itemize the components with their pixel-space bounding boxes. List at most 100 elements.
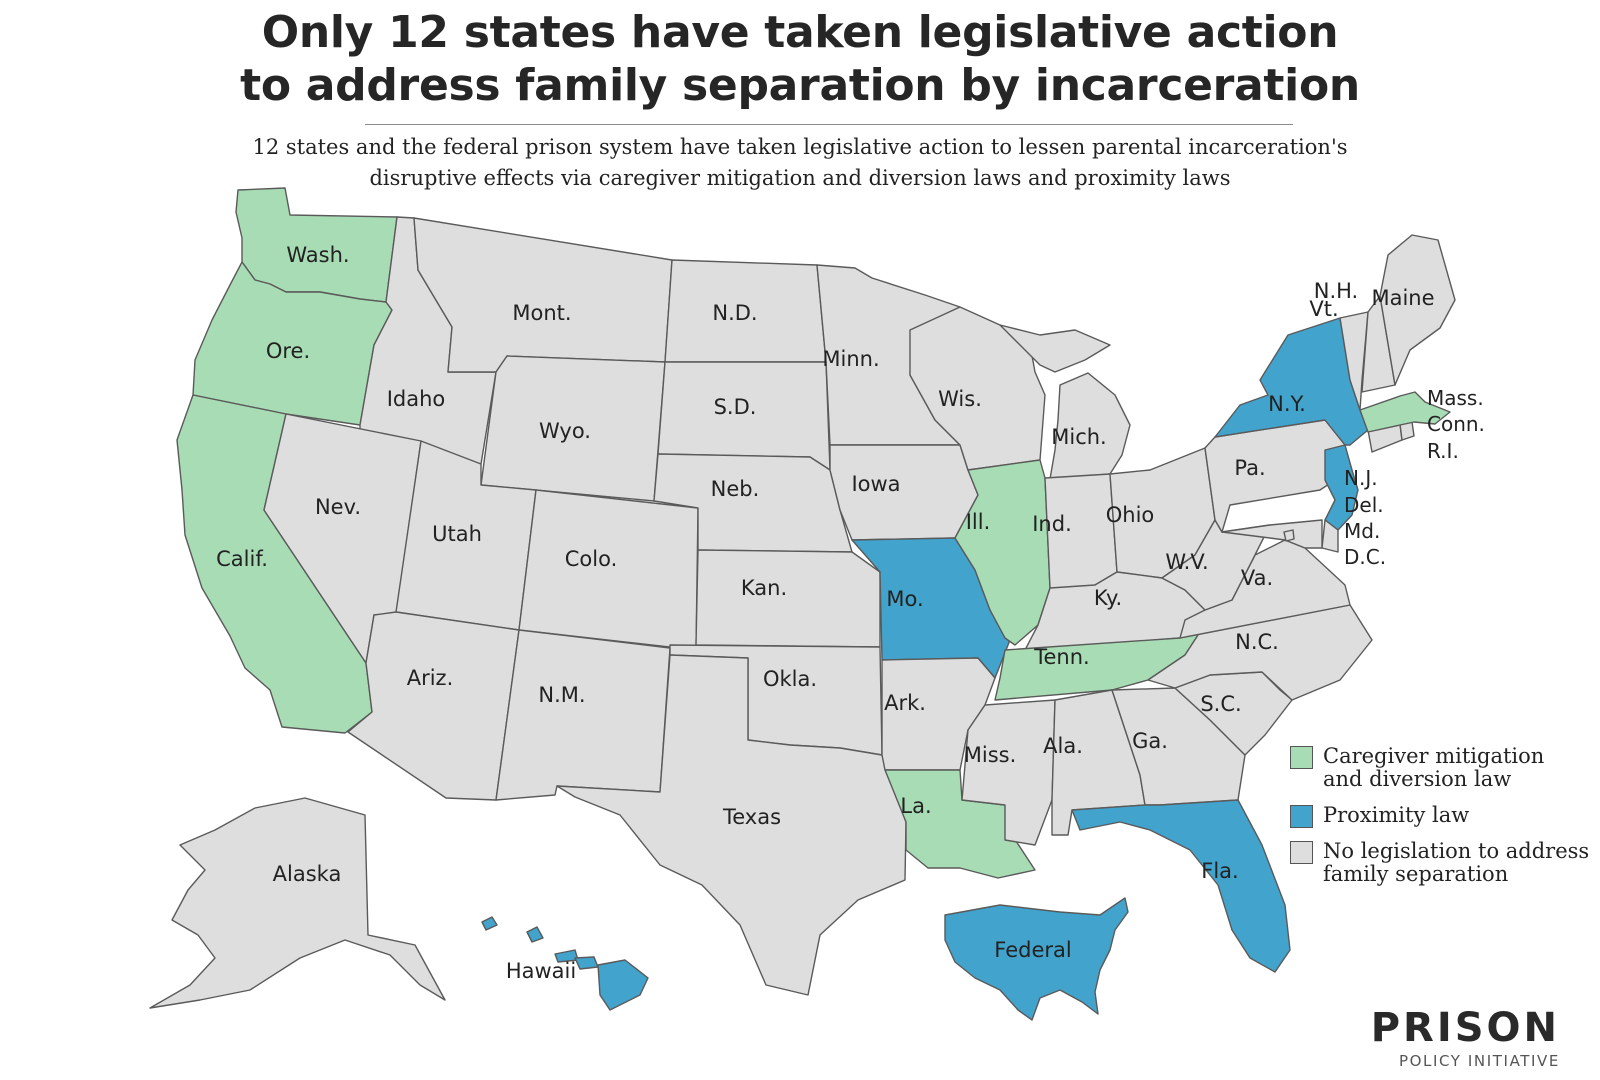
label-az: Ariz. <box>407 666 454 690</box>
label-wv: W.V. <box>1165 550 1208 574</box>
state-pa <box>1204 419 1346 533</box>
label-sc: S.C. <box>1200 692 1241 716</box>
label-nv: Nev. <box>315 495 361 519</box>
state-nm <box>495 629 671 801</box>
title-divider <box>365 124 1293 125</box>
label-me: Maine <box>1371 286 1434 310</box>
legend-swatch-caregiver <box>1290 746 1313 769</box>
label-co: Colo. <box>565 547 618 571</box>
subtitle: 12 states and the federal prison system … <box>0 132 1600 194</box>
label-wi: Wis. <box>938 387 982 411</box>
state-md <box>1221 519 1323 549</box>
label-pa: Pa. <box>1234 456 1265 480</box>
label-tx: Texas <box>722 805 781 829</box>
subtitle-line-2: disruptive effects via caregiver mitigat… <box>369 166 1231 190</box>
label-mi: Mich. <box>1051 425 1106 449</box>
label-ia: Iowa <box>851 472 900 496</box>
legend-swatch-none <box>1290 841 1313 864</box>
label-ne: Neb. <box>711 477 760 501</box>
label-ca: Calif. <box>216 547 268 571</box>
label-ok: Okla. <box>763 667 817 691</box>
label-wy: Wyo. <box>539 419 591 443</box>
label-ga: Ga. <box>1132 729 1168 753</box>
label-ky: Ky. <box>1094 586 1122 610</box>
legend-item-none: No legislation to address family separat… <box>1290 840 1590 886</box>
state-mi-up <box>999 324 1111 373</box>
state-nc <box>1147 604 1373 701</box>
label-ms: Miss. <box>964 743 1017 767</box>
legend-swatch-proximity <box>1290 805 1313 828</box>
state-dc <box>1283 529 1295 542</box>
state-me <box>1379 234 1456 386</box>
state-wi <box>909 306 1046 471</box>
state-la <box>884 769 1036 879</box>
label-wa: Wash. <box>286 243 349 267</box>
subtitle-line-1: 12 states and the federal prison system … <box>252 135 1348 159</box>
label-oh: Ohio <box>1106 503 1155 527</box>
legend: Caregiver mitigation and diversion law P… <box>1290 745 1590 899</box>
label-dc: D.C. <box>1344 545 1386 569</box>
state-ak <box>149 797 446 1009</box>
label-ma: Mass. <box>1427 386 1484 410</box>
label-va: Va. <box>1241 566 1273 590</box>
label-nm: N.M. <box>538 683 585 707</box>
state-federal <box>944 897 1129 1021</box>
state-tx <box>556 654 907 996</box>
title-block: Only 12 states have taken legislative ac… <box>0 6 1600 112</box>
state-az <box>347 611 520 801</box>
label-de: Del. <box>1344 493 1384 517</box>
legend-item-caregiver: Caregiver mitigation and diversion law <box>1290 745 1590 791</box>
label-federal: Federal <box>994 938 1071 962</box>
state-ks <box>695 549 881 648</box>
label-or: Ore. <box>266 339 310 363</box>
label-ut: Utah <box>432 522 482 546</box>
prison-policy-initiative-logo: PRISON POLICY INITIATIVE <box>1370 1008 1560 1070</box>
state-hi-5 <box>597 959 649 1011</box>
state-vt <box>1339 311 1369 411</box>
label-ks: Kan. <box>741 576 787 600</box>
label-mo: Mo. <box>886 587 923 611</box>
state-hi-2 <box>526 926 544 943</box>
logo-wordmark: PRISON <box>1370 1005 1560 1051</box>
label-nh: N.H. <box>1314 279 1358 303</box>
label-ar: Ark. <box>884 691 926 715</box>
label-md: Md. <box>1344 519 1380 543</box>
label-tn: Tenn. <box>1033 645 1089 669</box>
page-title-line-1: Only 12 states have taken legislative ac… <box>261 7 1339 58</box>
label-fl: Fla. <box>1201 859 1238 883</box>
logo-subtitle: POLICY INITIATIVE <box>1398 1052 1560 1070</box>
label-hi: Hawaii <box>506 959 576 983</box>
label-il: Ill. <box>966 510 991 534</box>
state-de <box>1321 519 1339 553</box>
legend-label-proximity: Proximity law <box>1323 803 1470 827</box>
label-vt: Vt. <box>1309 297 1338 321</box>
label-ny: N.Y. <box>1268 392 1306 416</box>
label-ct: Conn. <box>1427 412 1485 436</box>
label-la: La. <box>900 794 931 818</box>
label-nc: N.C. <box>1235 630 1279 654</box>
state-fl <box>1071 799 1291 973</box>
state-hi-4 <box>574 956 599 970</box>
state-wv <box>1161 519 1271 611</box>
state-ma <box>1359 391 1451 433</box>
label-mn: Minn. <box>822 347 879 371</box>
label-in: Ind. <box>1032 512 1072 536</box>
legend-label-none: No legislation to address family separat… <box>1323 839 1590 886</box>
state-il <box>954 459 1051 646</box>
label-al: Ala. <box>1043 734 1083 758</box>
label-ak: Alaska <box>273 862 342 886</box>
label-ri: R.I. <box>1427 439 1459 463</box>
label-nj: N.J. <box>1344 466 1378 490</box>
legend-label-caregiver: Caregiver mitigation and diversion law <box>1323 744 1545 791</box>
state-mi <box>1049 372 1131 480</box>
legend-item-proximity: Proximity law <box>1290 803 1590 828</box>
label-nd: N.D. <box>712 301 757 325</box>
state-mt <box>413 217 673 373</box>
state-nj <box>1324 444 1359 531</box>
label-mt: Mont. <box>512 301 571 325</box>
page-title-line-2: to address family separation by incarcer… <box>240 60 1360 111</box>
state-hi-1 <box>481 916 498 931</box>
label-sd: S.D. <box>714 395 757 419</box>
label-id: Idaho <box>387 387 446 411</box>
